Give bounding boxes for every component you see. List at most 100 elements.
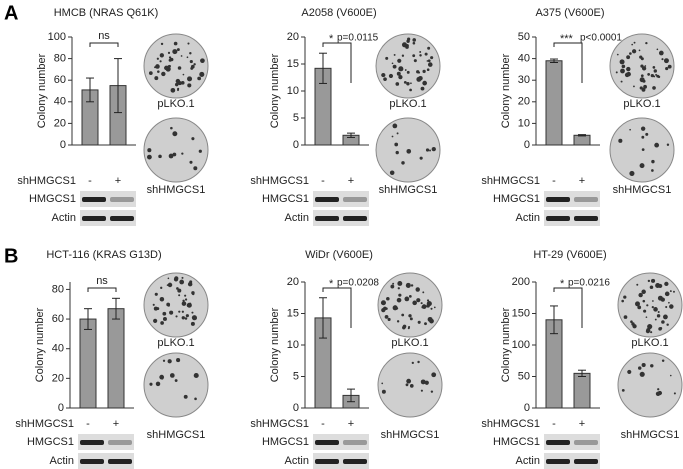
- colony: [182, 73, 185, 76]
- colony: [189, 59, 193, 64]
- colony: [390, 284, 395, 289]
- colony: [396, 132, 399, 135]
- category-label: +: [113, 418, 119, 430]
- colony: [152, 303, 155, 306]
- colony: [167, 277, 170, 280]
- colony: [392, 64, 397, 69]
- colony: [193, 63, 196, 66]
- significance-bracket: [89, 42, 119, 47]
- colony: [170, 126, 173, 130]
- chart-title: HCT-116 (KRAS G13D): [46, 249, 161, 261]
- colony: [176, 48, 180, 51]
- y-axis-label: Colony number: [269, 307, 281, 382]
- colony: [633, 41, 636, 44]
- colony: [181, 152, 184, 155]
- colony: [426, 304, 430, 308]
- blot-label: Actin: [285, 212, 309, 224]
- colony: [176, 358, 181, 363]
- colony: [629, 52, 632, 55]
- colony: [180, 55, 183, 57]
- colony: [177, 66, 182, 70]
- colony: [618, 138, 623, 143]
- colony: [181, 301, 187, 306]
- colony: [431, 147, 436, 152]
- colony: [430, 307, 433, 310]
- colony: [179, 279, 185, 285]
- chart: HT-29 (V600E) Colony number 0 50 100 150 200 - +…: [481, 249, 683, 469]
- colony: [159, 60, 162, 63]
- panel-label: B: [4, 245, 18, 267]
- colony: [426, 68, 430, 72]
- image-label: shHMGCS1: [147, 184, 206, 196]
- colony: [420, 302, 423, 305]
- blot-band: [343, 440, 367, 445]
- y-tick-label: 80: [54, 53, 66, 65]
- colony: [639, 163, 645, 169]
- y-tick-label: 0: [58, 402, 64, 414]
- colony: [398, 66, 404, 72]
- colony: [191, 311, 194, 314]
- colony: [657, 295, 663, 301]
- colony: [183, 394, 188, 399]
- colony: [401, 161, 405, 165]
- colony: [156, 57, 159, 60]
- chart-title: HT-29 (V600E): [533, 249, 606, 261]
- colony: [167, 65, 171, 68]
- p-value: p=0.0115: [337, 33, 379, 44]
- y-tick-label: 50: [518, 31, 530, 43]
- colony: [164, 65, 169, 71]
- colony: [652, 300, 654, 302]
- y-tick-label: 50: [518, 370, 530, 382]
- blot-band: [315, 216, 339, 221]
- blot-band: [546, 440, 570, 445]
- colony: [651, 169, 654, 172]
- category-label: +: [348, 175, 354, 187]
- colony: [167, 359, 172, 364]
- significance-bracket: [553, 42, 583, 83]
- blot-band: [110, 216, 134, 221]
- blot: [544, 210, 600, 226]
- colony: [174, 82, 179, 87]
- colony: [641, 135, 645, 139]
- colony: [620, 68, 625, 74]
- blot-label: Actin: [516, 212, 540, 224]
- colony: [190, 321, 195, 326]
- colony: [422, 291, 425, 294]
- colony: [410, 82, 412, 85]
- colony: [178, 310, 181, 313]
- y-tick-label: 30: [518, 74, 530, 86]
- colony: [391, 62, 394, 65]
- y-tick-label: 20: [52, 372, 64, 384]
- colony: [413, 59, 417, 63]
- colony: [154, 76, 159, 81]
- colony: [667, 64, 672, 69]
- colony: [181, 276, 184, 279]
- colony: [159, 53, 165, 58]
- colony: [430, 390, 434, 393]
- colony: [424, 322, 427, 326]
- y-tick-label: 80: [52, 283, 64, 295]
- colony: [650, 364, 654, 368]
- colony: [615, 71, 618, 74]
- image-label: shHMGCS1: [379, 184, 438, 196]
- colony: [147, 154, 152, 160]
- colony: [651, 159, 655, 164]
- image-label: shHMGCS1: [147, 429, 206, 441]
- blot-band: [315, 440, 339, 445]
- colony: [431, 372, 437, 378]
- colony: [643, 84, 647, 89]
- category-label: -: [552, 418, 556, 430]
- bar: [573, 134, 591, 146]
- blot: [78, 434, 134, 450]
- colony: [663, 58, 669, 64]
- blot-label: HMGCS1: [262, 436, 309, 448]
- colony: [417, 360, 420, 364]
- colony: [185, 314, 189, 318]
- colony: [168, 153, 174, 159]
- row-label: shHMGCS1: [481, 175, 540, 187]
- colony: [661, 58, 664, 61]
- blot: [313, 434, 369, 450]
- category-label: -: [88, 175, 92, 187]
- colony: [184, 317, 188, 320]
- colony: [627, 369, 632, 374]
